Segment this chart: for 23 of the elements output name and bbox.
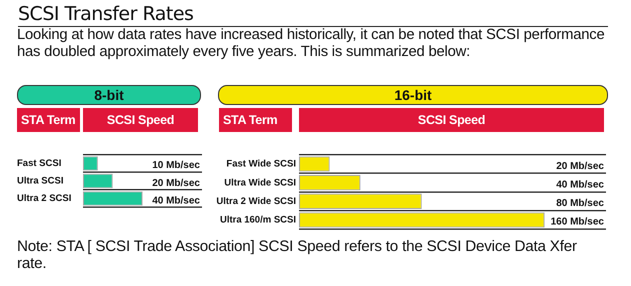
data-label: 10 Mb/sec [152,160,200,172]
y-tick-label: Ultra 160/m SCSI [220,214,296,226]
y-tick-label: Ultra SCSI [17,176,64,187]
y-axis-title: STA Term [17,108,80,132]
y-tick-label: Ultra 2 Wide SCSI [216,196,296,207]
text: Note: STA [ SCSI Trade Association] SCSI Speed refers to the SCSI Device Data Xfer rate. [17,238,578,272]
y-tick-label: Fast Wide SCSI [226,158,296,170]
data-label: 20 Mb/sec [152,178,200,189]
text: Looking at how data rates have increased historically, it can be noted that SCSI performance has doubled approximately every five years. This is summarized below: [17,27,606,61]
x-axis-title: SCSI Speed [83,108,198,132]
y-tick-label: Ultra Wide SCSI [224,177,296,188]
data-label: 40 Mb/sec [556,179,604,190]
data-label: 40 Mb/sec [152,195,200,206]
y-axis-title: STA Term [219,108,292,132]
text: SCSI Transfer Rates [18,3,608,27]
data-label: 20 Mb/sec [556,160,604,172]
y-tick-label: Fast SCSI [17,158,62,170]
y-tick-label: Ultra 2 SCSI [17,193,72,204]
chart-title: 16-bit [218,85,608,105]
data-label: 160 Mb/sec [550,216,604,228]
x-axis-title: SCSI Speed [299,108,604,132]
chart-title: 8-bit [17,85,201,105]
data-label: 80 Mb/sec [556,198,604,210]
